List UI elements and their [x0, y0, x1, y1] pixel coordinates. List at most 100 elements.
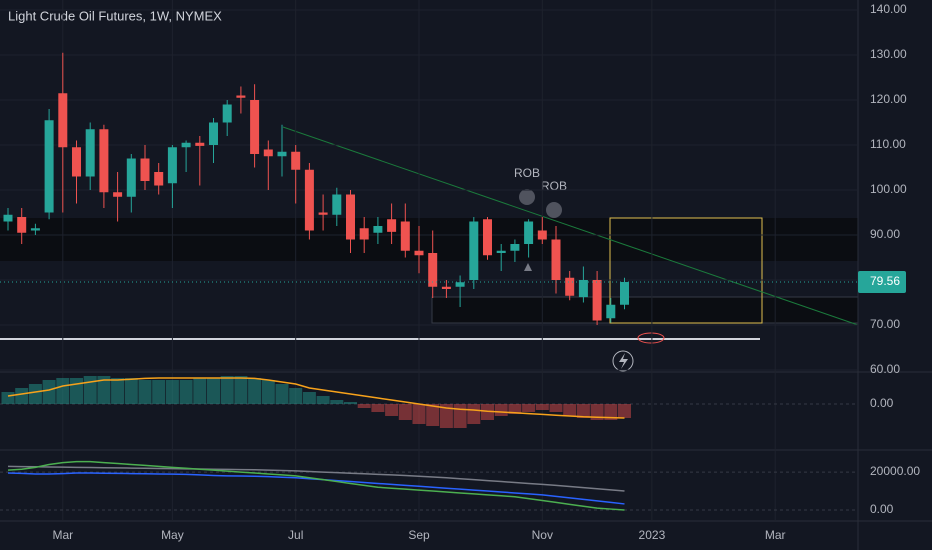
candle-body: [126, 158, 136, 197]
box: [609, 217, 763, 324]
candle-body: [72, 147, 81, 177]
histogram-bar: [412, 404, 426, 424]
candle-body: [304, 169, 314, 231]
histogram-bar: [83, 376, 97, 404]
candle-body: [346, 194, 355, 240]
histogram-bar: [179, 380, 193, 404]
candle-body: [620, 281, 629, 305]
candle-body: [483, 219, 492, 256]
candle-body: [181, 142, 191, 148]
y-tick-label: 140.00: [870, 2, 907, 16]
marker: [637, 332, 665, 344]
histogram-bar: [549, 404, 563, 412]
candle-body: [222, 104, 232, 123]
y-tick-label: 20000.00: [870, 464, 920, 478]
candle-body: [113, 192, 123, 197]
y-tick-label: 110.00: [870, 137, 906, 151]
histogram-bar: [97, 376, 111, 404]
icon: [619, 353, 628, 369]
histogram-bar: [1, 392, 15, 404]
candle-body: [44, 120, 54, 213]
histogram-bar: [316, 396, 330, 404]
histogram-bar: [302, 392, 316, 404]
histogram-bar: [590, 404, 604, 420]
histogram-bar: [426, 404, 440, 426]
histogram-bar: [494, 404, 508, 416]
histogram-bar: [152, 380, 166, 404]
histogram-bar: [522, 404, 536, 412]
candle-body: [414, 250, 424, 256]
histogram-bar: [56, 378, 70, 404]
candle-body: [318, 212, 328, 215]
candle-body: [291, 151, 301, 170]
histogram-bar: [371, 404, 385, 412]
histogram-bar: [535, 404, 549, 410]
histogram-bar: [234, 376, 248, 404]
y-tick-label: 90.00: [870, 227, 900, 241]
candle-body: [195, 142, 205, 146]
candle-body: [537, 230, 547, 240]
histogram-bar: [28, 384, 42, 404]
histogram-bar: [481, 404, 494, 420]
histogram-bar: [207, 378, 220, 404]
histogram-bar: [357, 404, 371, 408]
candle-body: [3, 214, 13, 222]
candle-body: [428, 253, 438, 287]
y-tick-label: 70.00: [870, 317, 900, 331]
candle-body: [85, 129, 95, 177]
candle-body: [359, 228, 369, 240]
x-tick-label: Jul: [288, 528, 303, 542]
x-tick-label: 2023: [639, 528, 666, 542]
histogram-bar: [124, 378, 138, 404]
x-tick-label: May: [161, 528, 184, 542]
candle-body: [154, 172, 164, 186]
x-tick-label: Sep: [408, 528, 430, 542]
candle-body: [565, 277, 575, 296]
candle-body: [17, 217, 27, 233]
marker: [546, 202, 562, 218]
candle-body: [236, 95, 246, 98]
histogram-bar: [344, 402, 357, 404]
candle-body: [209, 122, 218, 145]
candle-body: [551, 239, 561, 280]
marker: [519, 189, 535, 205]
histogram-bar: [111, 378, 125, 404]
x-tick-label: Mar: [52, 528, 73, 542]
x-tick-label: Mar: [765, 528, 786, 542]
candle-body: [441, 286, 451, 289]
histogram-bar: [220, 376, 234, 404]
candle-body: [167, 147, 177, 184]
histogram-bar: [275, 384, 289, 404]
candle-body: [510, 244, 520, 251]
y-tick-label: 120.00: [870, 92, 907, 106]
candle-body: [250, 100, 260, 154]
histogram-bar: [453, 404, 467, 428]
icon[interactable]: [612, 350, 634, 372]
candle-body: [373, 226, 383, 233]
zone: [431, 296, 859, 324]
line: [7, 377, 625, 419]
candle-body: [455, 282, 465, 287]
histogram-bar: [508, 404, 522, 414]
candle-body: [263, 149, 273, 157]
price-label-box: [858, 270, 906, 293]
histogram-bar: [248, 378, 262, 404]
histogram-bar: [15, 388, 29, 404]
histogram-bar: [563, 404, 577, 416]
histogram-bar: [261, 380, 275, 404]
histogram-bar: [330, 400, 344, 404]
histogram-bar: [385, 404, 399, 416]
histogram-bar: [193, 378, 207, 404]
trend-line: [282, 126, 859, 326]
histogram-bar: [604, 404, 618, 420]
marker: [524, 263, 532, 271]
line: [7, 465, 625, 492]
y-tick-label: 0.00: [870, 502, 894, 516]
histogram-bar: [576, 404, 590, 418]
histogram-bar: [42, 380, 56, 404]
annotation: ROB: [514, 166, 540, 180]
histogram-bar: [439, 404, 453, 428]
y-tick-label: 130.00: [870, 47, 907, 61]
